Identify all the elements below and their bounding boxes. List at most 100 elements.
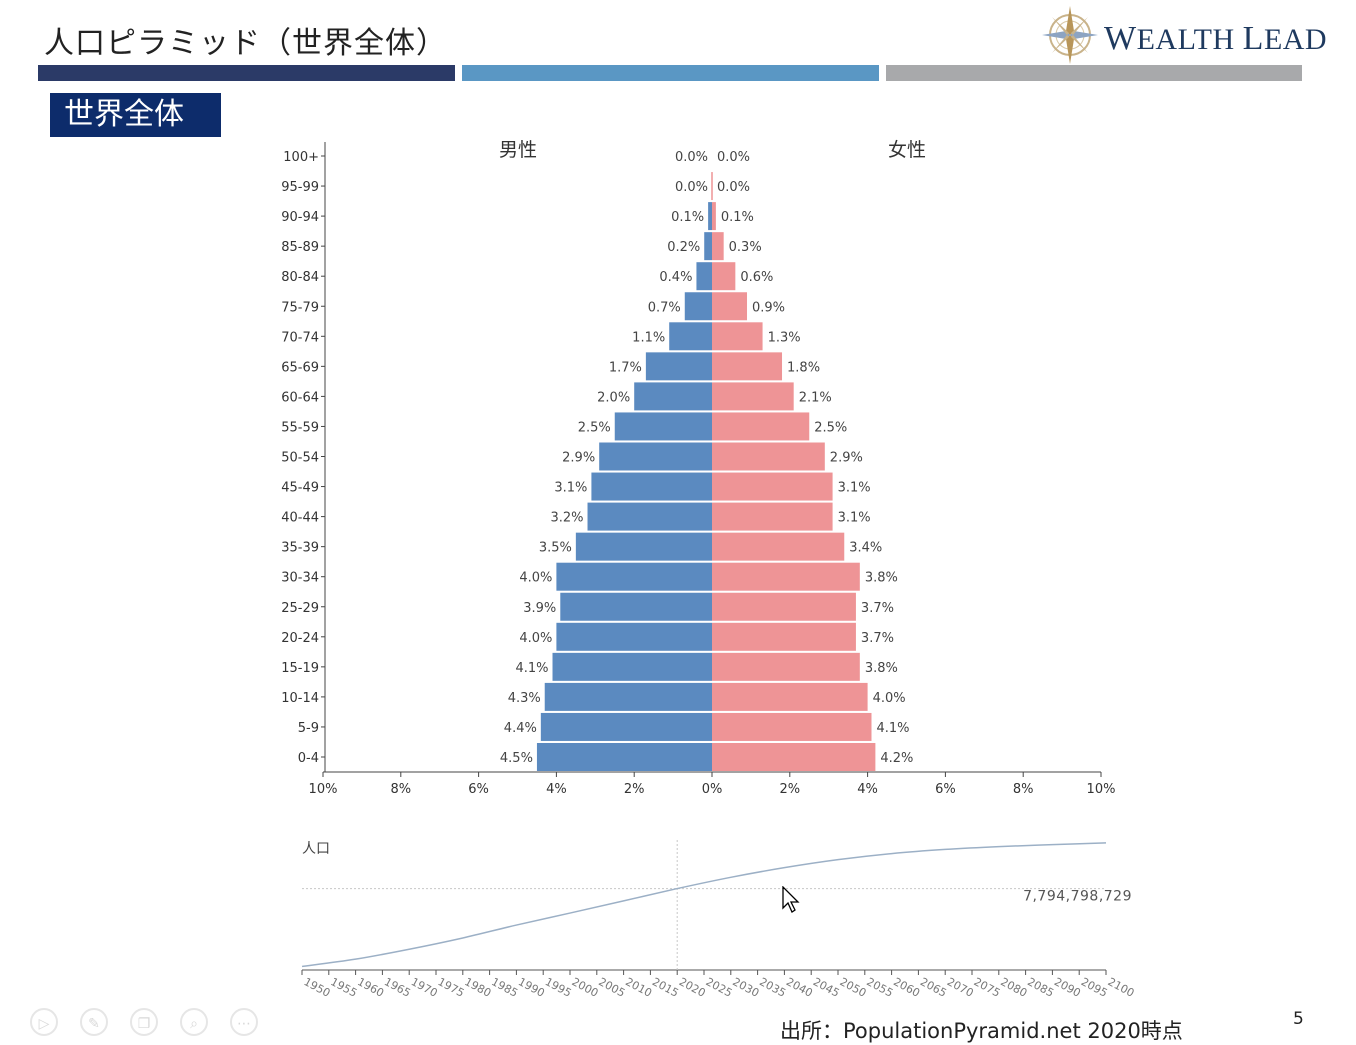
female-value-label: 3.1% — [838, 481, 871, 496]
female-value-label: 2.5% — [814, 420, 847, 435]
male-bar — [696, 262, 712, 291]
female-bar — [712, 412, 810, 441]
year-tick-label: 1995 — [543, 975, 574, 1000]
age-tick-label: 70-74 — [281, 330, 319, 345]
age-tick-label: 45-49 — [281, 481, 319, 496]
female-value-label: 4.0% — [873, 691, 906, 706]
year-tick-label: 2095 — [1079, 975, 1110, 1000]
age-tick-label: 40-44 — [281, 511, 319, 526]
population-pyramid-chart: 100+ 0.0% 0.0% 95-99 0.0% 0.0% 90-94 0.1% 0.1% 85… — [281, 139, 1116, 797]
female-value-label: 0.1% — [721, 210, 754, 225]
x-tick-label: 10% — [1087, 782, 1116, 797]
current-population-label: 7,794,798,729 — [1023, 889, 1132, 905]
year-tick-label: 2060 — [891, 975, 922, 1000]
male-value-label: 4.5% — [500, 751, 533, 766]
year-tick-label: 2055 — [864, 975, 895, 1000]
male-value-label: 0.0% — [675, 180, 708, 195]
year-tick-label: 2075 — [972, 975, 1003, 1000]
age-tick-label: 20-24 — [281, 631, 319, 646]
female-value-label: 0.6% — [740, 270, 773, 285]
female-bar — [712, 532, 845, 561]
age-tick-label: 0-4 — [298, 751, 319, 766]
more-icon[interactable]: ⋯ — [230, 1008, 258, 1036]
year-tick-label: 2050 — [838, 975, 869, 1000]
female-bar — [712, 712, 872, 741]
male-bar — [708, 202, 712, 231]
female-value-label: 0.3% — [729, 240, 762, 255]
male-bar — [614, 412, 712, 441]
female-bar — [712, 562, 860, 591]
male-value-label: 4.0% — [519, 571, 552, 586]
female-bar — [712, 682, 868, 711]
presentation-toolbar: ▷ ✎ ❐ ⌕ ⋯ — [0, 1008, 270, 1040]
age-tick-label: 25-29 — [281, 601, 319, 616]
female-value-label: 3.8% — [865, 661, 898, 676]
female-bar — [712, 262, 736, 291]
logo-wordmark: WEALTH LEAD — [1104, 20, 1328, 57]
female-value-label: 0.0% — [717, 150, 750, 165]
line-chart-ylabel: 人口 — [302, 841, 330, 857]
age-tick-label: 10-14 — [281, 691, 319, 706]
x-tick-label: 2% — [779, 782, 800, 797]
female-bar — [712, 592, 856, 621]
male-value-label: 2.0% — [597, 390, 630, 405]
year-tick-label: 1975 — [436, 975, 467, 1000]
year-tick-label: 1955 — [328, 975, 359, 1000]
age-tick-label: 65-69 — [281, 360, 319, 375]
age-tick-label: 5-9 — [298, 721, 319, 736]
female-value-label: 1.8% — [787, 360, 820, 375]
male-series-label: 男性 — [499, 139, 537, 161]
male-bar — [587, 502, 712, 531]
male-bar — [536, 743, 712, 771]
copy-icon[interactable]: ❐ — [130, 1008, 158, 1036]
x-tick-label: 6% — [468, 782, 489, 797]
male-value-label: 1.7% — [609, 360, 642, 375]
female-bar — [712, 202, 716, 231]
male-bar — [704, 232, 712, 261]
age-tick-label: 55-59 — [281, 420, 319, 435]
male-value-label: 0.1% — [671, 210, 704, 225]
female-bar — [712, 352, 783, 381]
year-tick-label: 2100 — [1106, 975, 1137, 1000]
female-bar — [712, 442, 825, 471]
male-value-label: 3.5% — [539, 541, 572, 556]
male-bar — [560, 592, 712, 621]
year-tick-label: 2030 — [730, 975, 761, 1000]
year-tick-label: 2065 — [918, 975, 949, 1000]
female-value-label: 3.7% — [861, 631, 894, 646]
age-tick-label: 35-39 — [281, 541, 319, 556]
male-value-label: 4.4% — [504, 721, 537, 736]
zoom-icon[interactable]: ⌕ — [180, 1008, 208, 1036]
male-bar — [591, 472, 712, 501]
male-bar — [669, 322, 712, 351]
age-tick-label: 95-99 — [281, 180, 319, 195]
age-tick-label: 85-89 — [281, 240, 319, 255]
female-value-label: 2.1% — [799, 390, 832, 405]
male-bar — [556, 622, 712, 651]
x-tick-label: 0% — [702, 782, 723, 797]
male-value-label: 0.7% — [648, 300, 681, 315]
female-value-label: 4.2% — [880, 751, 913, 766]
male-bar — [544, 682, 712, 711]
age-tick-label: 50-54 — [281, 451, 319, 466]
year-tick-label: 2090 — [1052, 975, 1083, 1000]
age-tick-label: 80-84 — [281, 270, 319, 285]
female-bar — [712, 322, 763, 351]
pen-icon[interactable]: ✎ — [80, 1008, 108, 1036]
play-icon[interactable]: ▷ — [30, 1008, 58, 1036]
year-tick-label: 1990 — [516, 975, 547, 1000]
male-value-label: 0.0% — [675, 150, 708, 165]
male-value-label: 0.4% — [659, 270, 692, 285]
page-number: 5 — [1293, 1009, 1304, 1029]
year-tick-label: 1960 — [355, 975, 386, 1000]
female-value-label: 1.3% — [768, 330, 801, 345]
year-tick-label: 2025 — [704, 975, 735, 1000]
female-bar — [712, 292, 748, 321]
year-tick-label: 2040 — [784, 975, 815, 1000]
female-series-label: 女性 — [888, 139, 926, 161]
female-value-label: 4.1% — [876, 721, 909, 736]
female-value-label: 3.8% — [865, 571, 898, 586]
female-value-label: 3.7% — [861, 601, 894, 616]
male-value-label: 3.1% — [554, 481, 587, 496]
header-stripe-gray — [886, 65, 1302, 81]
